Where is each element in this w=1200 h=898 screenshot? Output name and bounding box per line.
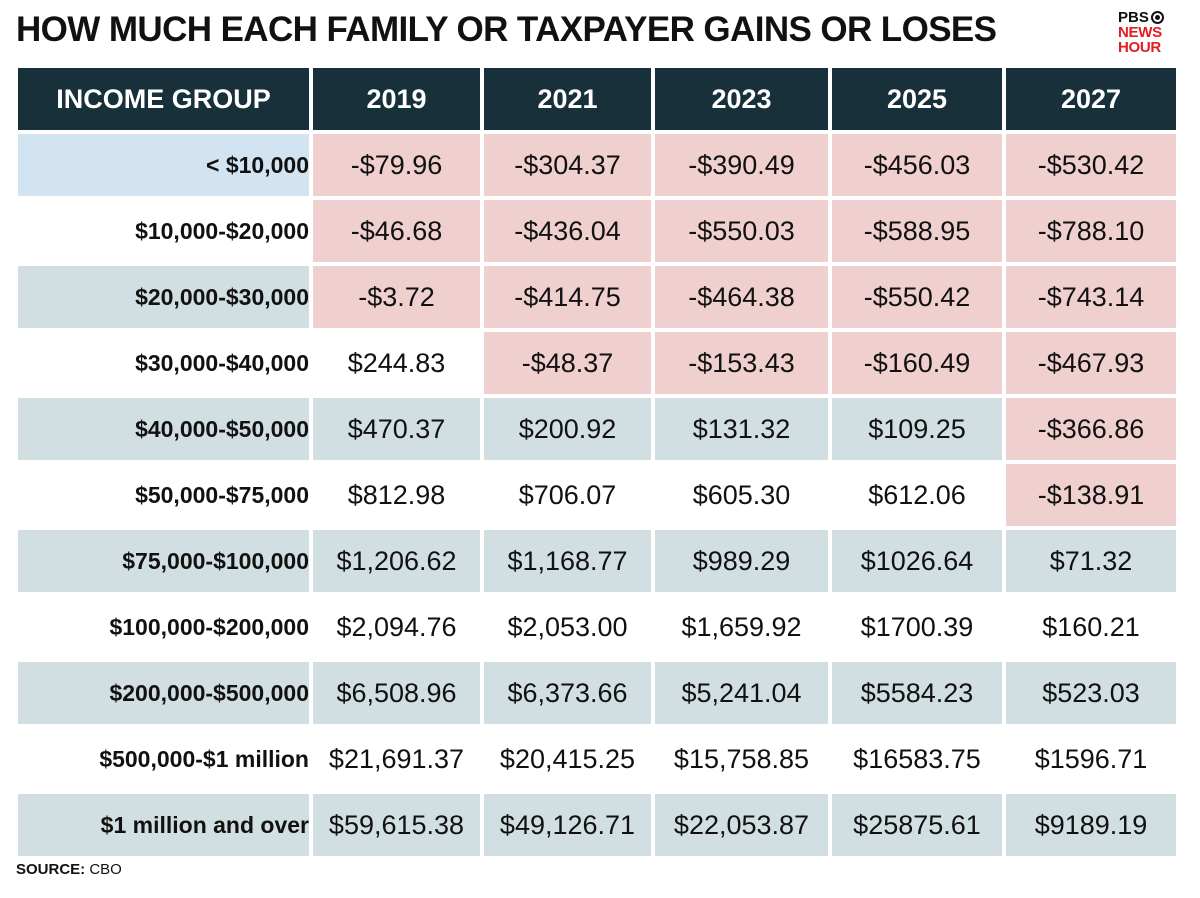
value-cell: -$390.49 bbox=[655, 134, 828, 196]
column-header-2027: 2027 bbox=[1006, 68, 1176, 130]
income-group-label: $500,000-$1 million bbox=[18, 728, 309, 790]
source-label: SOURCE: bbox=[16, 861, 86, 878]
value-cell: -$153.43 bbox=[655, 332, 828, 394]
value-cell: $2,053.00 bbox=[484, 596, 651, 658]
value-cell: $109.25 bbox=[832, 398, 1002, 460]
value-cell: $2,094.76 bbox=[313, 596, 480, 658]
value-cell: $244.83 bbox=[313, 332, 480, 394]
value-cell: $21,691.37 bbox=[313, 728, 480, 790]
value-cell: -$530.42 bbox=[1006, 134, 1176, 196]
income-group-label: $20,000-$30,000 bbox=[18, 266, 309, 328]
value-cell: -$456.03 bbox=[832, 134, 1002, 196]
income-group-label: $100,000-$200,000 bbox=[18, 596, 309, 658]
value-cell: -$304.37 bbox=[484, 134, 651, 196]
income-group-label: < $10,000 bbox=[18, 134, 309, 196]
value-cell: $59,615.38 bbox=[313, 794, 480, 856]
table-row: $30,000-$40,000 $244.83 -$48.37 -$153.43 -$1… bbox=[18, 332, 1176, 394]
income-group-label: $30,000-$40,000 bbox=[18, 332, 309, 394]
value-cell: $1,168.77 bbox=[484, 530, 651, 592]
table-row: $10,000-$20,000 -$46.68 -$436.04 -$550.03 -$… bbox=[18, 200, 1176, 262]
value-cell: $15,758.85 bbox=[655, 728, 828, 790]
table-row: $40,000-$50,000 $470.37 $200.92 $131.32 $109… bbox=[18, 398, 1176, 460]
value-cell: -$79.96 bbox=[313, 134, 480, 196]
value-cell: $1596.71 bbox=[1006, 728, 1176, 790]
column-header-2019: 2019 bbox=[313, 68, 480, 130]
source-note: SOURCE: CBO bbox=[16, 861, 122, 878]
value-cell: $1,206.62 bbox=[313, 530, 480, 592]
value-cell: $1026.64 bbox=[832, 530, 1002, 592]
table-row: $200,000-$500,000 $6,508.96 $6,373.66 $5,24… bbox=[18, 662, 1176, 724]
table-row: < $10,000 -$79.96 -$304.37 -$390.49 -$456.03… bbox=[18, 134, 1176, 196]
value-cell: $160.21 bbox=[1006, 596, 1176, 658]
column-header-2021: 2021 bbox=[484, 68, 651, 130]
value-cell: -$138.91 bbox=[1006, 464, 1176, 526]
pbs-head-icon bbox=[1150, 11, 1164, 24]
value-cell: $812.98 bbox=[313, 464, 480, 526]
income-group-label: $1 million and over bbox=[18, 794, 309, 856]
value-cell: $16583.75 bbox=[832, 728, 1002, 790]
value-cell: $470.37 bbox=[313, 398, 480, 460]
value-cell: $22,053.87 bbox=[655, 794, 828, 856]
value-cell: $131.32 bbox=[655, 398, 828, 460]
value-cell: -$48.37 bbox=[484, 332, 651, 394]
value-cell: -$588.95 bbox=[832, 200, 1002, 262]
value-cell: $20,415.25 bbox=[484, 728, 651, 790]
value-cell: -$46.68 bbox=[313, 200, 480, 262]
value-cell: -$467.93 bbox=[1006, 332, 1176, 394]
value-cell: $5,241.04 bbox=[655, 662, 828, 724]
table-body: < $10,000 -$79.96 -$304.37 -$390.49 -$456.03… bbox=[18, 134, 1176, 856]
value-cell: $1,659.92 bbox=[655, 596, 828, 658]
logo-hour-text: HOUR bbox=[1118, 39, 1161, 56]
value-cell: -$160.49 bbox=[832, 332, 1002, 394]
value-cell: $200.92 bbox=[484, 398, 651, 460]
column-header-2025: 2025 bbox=[832, 68, 1002, 130]
income-group-label: $200,000-$500,000 bbox=[18, 662, 309, 724]
table-row: $1 million and over $59,615.38 $49,126.71 $… bbox=[18, 794, 1176, 856]
value-cell: -$436.04 bbox=[484, 200, 651, 262]
table-row: $500,000-$1 million $21,691.37 $20,415.25 $… bbox=[18, 728, 1176, 790]
value-cell: $523.03 bbox=[1006, 662, 1176, 724]
value-cell: -$550.03 bbox=[655, 200, 828, 262]
value-cell: $9189.19 bbox=[1006, 794, 1176, 856]
logo-pbs-text: PBS bbox=[1118, 9, 1149, 26]
chart-title: HOW MUCH EACH FAMILY OR TAXPAYER GAINS O… bbox=[16, 10, 997, 49]
value-cell: $605.30 bbox=[655, 464, 828, 526]
value-cell: -$550.42 bbox=[832, 266, 1002, 328]
value-cell: $989.29 bbox=[655, 530, 828, 592]
column-header-2023: 2023 bbox=[655, 68, 828, 130]
value-cell: $5584.23 bbox=[832, 662, 1002, 724]
value-cell: $706.07 bbox=[484, 464, 651, 526]
value-cell: $612.06 bbox=[832, 464, 1002, 526]
value-cell: $1700.39 bbox=[832, 596, 1002, 658]
value-cell: $49,126.71 bbox=[484, 794, 651, 856]
value-cell: -$366.86 bbox=[1006, 398, 1176, 460]
value-cell: -$414.75 bbox=[484, 266, 651, 328]
income-group-label: $10,000-$20,000 bbox=[18, 200, 309, 262]
value-cell: $25875.61 bbox=[832, 794, 1002, 856]
value-cell: -$3.72 bbox=[313, 266, 480, 328]
income-group-label: $50,000-$75,000 bbox=[18, 464, 309, 526]
table-row: $75,000-$100,000 $1,206.62 $1,168.77 $989.2… bbox=[18, 530, 1176, 592]
header-row: INCOME GROUP 2019 2021 2023 2025 2027 bbox=[18, 68, 1176, 130]
column-header-income-group: INCOME GROUP bbox=[18, 68, 309, 130]
value-cell: -$743.14 bbox=[1006, 266, 1176, 328]
table-row: $50,000-$75,000 $812.98 $706.07 $605.30 $612… bbox=[18, 464, 1176, 526]
income-group-label: $75,000-$100,000 bbox=[18, 530, 309, 592]
value-cell: $6,508.96 bbox=[313, 662, 480, 724]
table-row: $100,000-$200,000 $2,094.76 $2,053.00 $1,65… bbox=[18, 596, 1176, 658]
source-value: CBO bbox=[89, 861, 122, 878]
pbs-newshour-logo: PBS NEWS HOUR bbox=[1118, 10, 1174, 55]
logo-news-text: NEWS bbox=[1118, 24, 1162, 41]
value-cell: -$464.38 bbox=[655, 266, 828, 328]
value-cell: -$788.10 bbox=[1006, 200, 1176, 262]
value-cell: $6,373.66 bbox=[484, 662, 651, 724]
income-group-label: $40,000-$50,000 bbox=[18, 398, 309, 460]
value-cell: $71.32 bbox=[1006, 530, 1176, 592]
data-table: INCOME GROUP 2019 2021 2023 2025 2027 < $10,0… bbox=[14, 64, 1180, 860]
table-row: $20,000-$30,000 -$3.72 -$414.75 -$464.38 -$5… bbox=[18, 266, 1176, 328]
